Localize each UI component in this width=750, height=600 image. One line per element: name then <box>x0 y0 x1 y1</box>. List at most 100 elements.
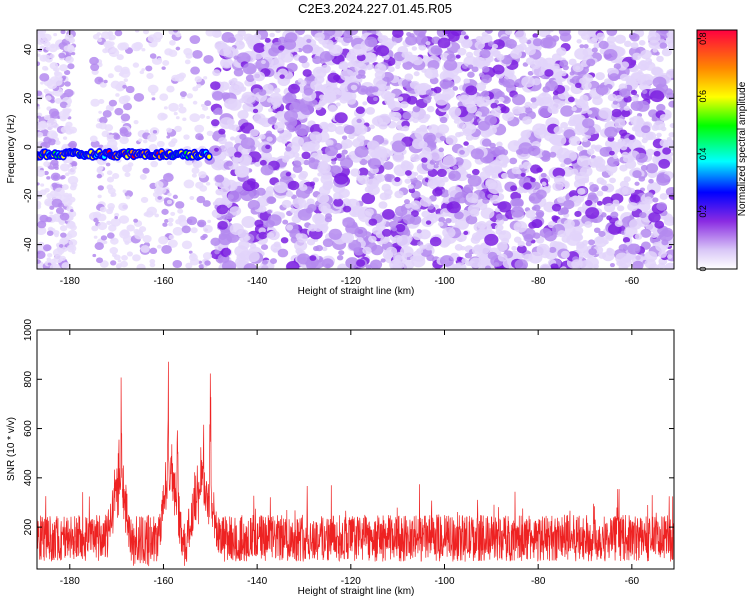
spectrogram-cell <box>240 125 246 130</box>
spectrogram-cell <box>54 97 62 104</box>
spectrogram-cell <box>306 140 320 152</box>
spectrogram-cell <box>334 172 349 185</box>
spectrogram-cell <box>151 97 156 101</box>
spectrogram-cell <box>484 128 494 137</box>
spectrogram-cell <box>452 165 458 170</box>
spectrogram-cell <box>324 30 336 37</box>
spectrogram-cell <box>582 118 595 129</box>
spectrogram-cell <box>661 227 673 237</box>
spectrogram-cell <box>436 168 447 178</box>
spectrogram-cell <box>191 167 200 174</box>
spectrogram-cell <box>656 173 671 186</box>
spectrogram-cell <box>216 204 229 215</box>
spectrogram-cell <box>539 263 552 269</box>
spectrogram-cell <box>370 244 384 256</box>
spectrogram-cell <box>242 102 254 112</box>
spectrogram-cell <box>66 104 70 108</box>
spectrogram-cell <box>642 89 648 95</box>
spectrogram-cell <box>577 187 586 195</box>
spectrogram-cell <box>633 124 642 132</box>
spectrogram-cell <box>548 30 554 33</box>
spectrogram-cell <box>593 187 599 192</box>
spectrogram-cell <box>545 80 558 92</box>
spectrogram-cell <box>221 92 231 100</box>
spectrogram-cell <box>115 93 120 97</box>
spectrogram-cell <box>438 216 446 223</box>
spectrogram-cell <box>106 176 115 183</box>
spectrogram-x-tick-label: -180 <box>60 276 80 287</box>
spectrogram-cell <box>297 78 304 83</box>
spectrogram-cell <box>113 134 121 140</box>
spectrogram-cell <box>37 131 44 138</box>
spectrogram-cell <box>606 35 616 44</box>
spectrogram-cell <box>367 63 375 70</box>
snr-y-ticks: 200 400 600 800 1000 <box>23 318 674 535</box>
spectrogram-cell <box>487 251 498 260</box>
spectrogram-cell <box>258 89 267 96</box>
spectrogram-cell <box>100 235 108 241</box>
spectrogram-cell <box>511 166 521 175</box>
spectrogram-cell <box>194 76 203 83</box>
spectrogram-cell <box>52 192 62 201</box>
spectrogram-cell <box>606 156 620 167</box>
spectrogram-cell <box>629 218 642 230</box>
spectrogram-cell <box>190 227 198 234</box>
spectrogram-cell <box>53 33 58 37</box>
spectrogram-cell <box>114 216 119 220</box>
spectrogram-cell <box>120 113 131 122</box>
spectrogram-cell <box>559 32 572 42</box>
spectrogram-cell <box>303 159 310 166</box>
spectrogram-cell <box>606 247 613 253</box>
spectrogram-cell <box>40 142 48 149</box>
spectrogram-cell <box>204 260 211 266</box>
snr-series-line <box>37 361 674 567</box>
spectrogram-cell <box>500 230 506 235</box>
snr-x-tick-label: -120 <box>341 576 361 587</box>
spectrogram-y-tick-label: -20 <box>23 188 34 203</box>
spectrogram-cell <box>425 220 432 225</box>
spectrogram-cell <box>571 106 577 112</box>
spectrogram-cell <box>145 65 153 72</box>
spectrogram-cell <box>415 34 429 46</box>
spectrogram-cell <box>340 69 355 82</box>
spectrogram-cell <box>574 48 589 60</box>
spectrogram-cell <box>640 73 655 86</box>
spectrogram-cell <box>140 245 150 253</box>
spectrogram-cell <box>43 40 51 47</box>
spectrogram-cell <box>249 128 259 137</box>
spectrogram-cell <box>395 223 406 233</box>
spectrogram-cell <box>651 66 663 75</box>
spectrogram-cell <box>559 59 569 68</box>
spectrogram-cell <box>37 34 42 41</box>
spectrogram-cell <box>203 55 214 64</box>
spectrogram-cell <box>516 187 525 194</box>
spectrogram-cell <box>495 218 505 226</box>
spectrogram-cell <box>238 153 253 166</box>
spectrogram-cell <box>253 42 266 54</box>
spectrogram-cell <box>574 210 582 218</box>
spectrogram-cell <box>620 61 630 69</box>
spectrogram-cell <box>123 78 129 82</box>
spectrogram-cell <box>560 70 567 77</box>
spectrogram-cell <box>70 224 77 231</box>
spectrogram-cell <box>256 187 266 196</box>
spectrogram-cell <box>197 135 204 141</box>
spectrogram-cell <box>352 43 367 56</box>
spectrogram-cell <box>96 173 103 179</box>
spectrogram-cell <box>465 214 478 225</box>
spectrogram-y-tick-label: -40 <box>23 237 34 252</box>
spectrogram-cell <box>598 107 613 119</box>
spectrogram-cell <box>198 171 207 179</box>
spectrogram-cell <box>192 160 203 169</box>
spectrogram-cell <box>189 113 201 123</box>
spectrogram-cell <box>547 105 558 114</box>
spectrogram-cell <box>640 164 648 171</box>
spectrogram-cell <box>207 219 212 223</box>
spectrogram-cell <box>627 243 641 255</box>
snr-x-tick-label: -160 <box>153 576 173 587</box>
spectrogram-cell <box>481 90 490 98</box>
spectrogram-cell <box>560 207 569 215</box>
spectrogram-cell <box>102 161 107 165</box>
spectrogram-cell <box>593 264 599 269</box>
spectrogram-cell <box>166 85 175 93</box>
